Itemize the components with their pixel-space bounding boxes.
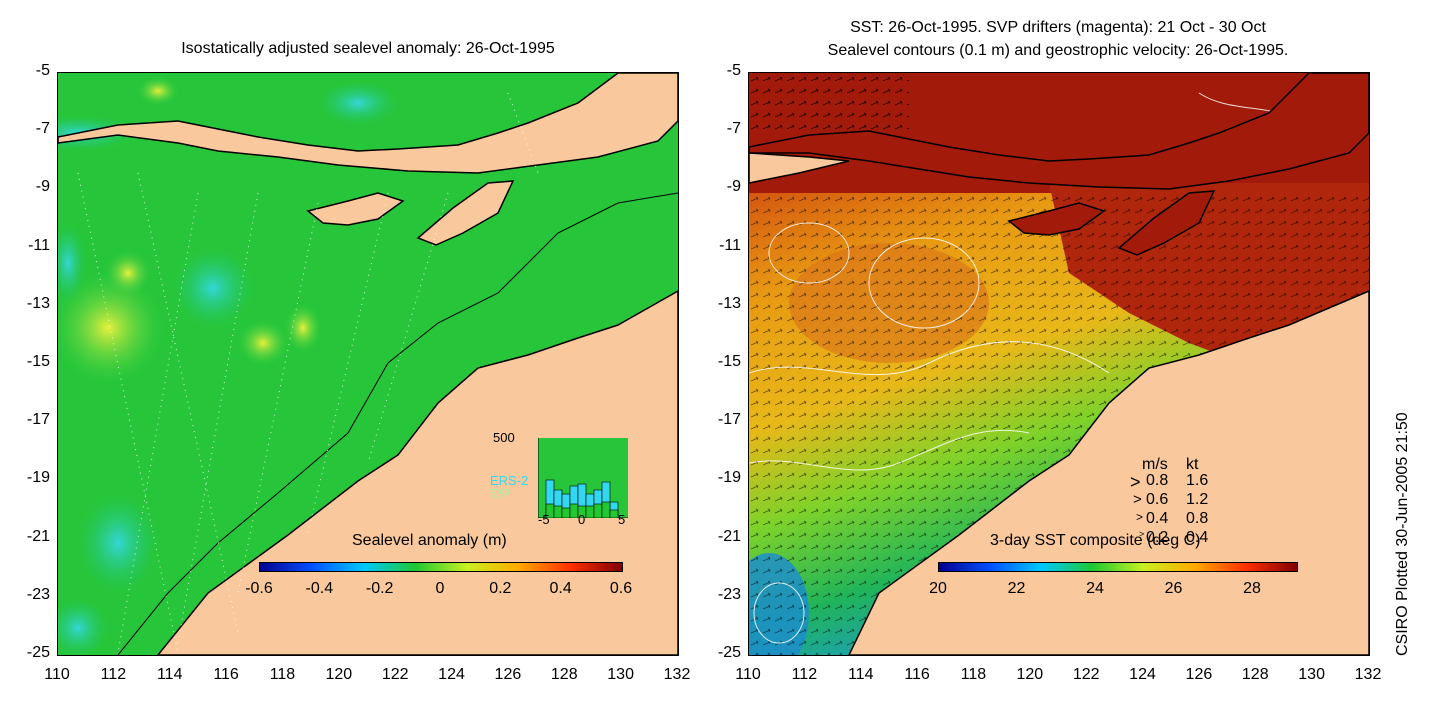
x-tick-label: 124 <box>438 666 465 683</box>
y-tick-label: -15 <box>26 353 50 370</box>
y-tick-label: -11 <box>28 236 50 254</box>
x-tick-label: 120 <box>1016 666 1044 683</box>
y-tick-label: -23 <box>26 585 50 603</box>
x-tick-label: 112 <box>791 666 818 683</box>
y-tick-label: -13 <box>717 294 741 312</box>
x-tick-label: 116 <box>904 666 930 683</box>
histogram-xtick: 0 <box>578 512 586 527</box>
x-tick-label: 114 <box>847 666 874 683</box>
velocity-key-ms: 0.2 <box>1146 529 1169 546</box>
y-tick-label: -13 <box>26 294 50 312</box>
y-tick-label: -5 <box>35 62 50 79</box>
left-panel-title: Isostatically adjusted sealevel anomaly:… <box>181 40 555 57</box>
histogram-xtick: 5 <box>618 512 626 527</box>
right-colorbar-label: 3-day SST composite (deg C) <box>990 532 1201 549</box>
x-tick-label: 124 <box>1129 666 1156 683</box>
colorbar-tick-label: 26 <box>1164 580 1183 597</box>
velocity-key-ms: 0.6 <box>1146 491 1169 508</box>
y-tick-label: -5 <box>726 62 741 79</box>
histogram-legend-ers2: ERS-2 <box>490 473 529 488</box>
right-panel-title-line2: Sealevel contours (0.1 m) and geostrophi… <box>827 42 1289 59</box>
velocity-key-header-ms: m/s <box>1142 456 1168 473</box>
x-tick-label: 126 <box>1185 666 1213 683</box>
colorbar-tick-label: 0 <box>435 580 445 597</box>
colorbar-tick-label: -0.4 <box>305 580 334 597</box>
colorbar-tick-label: 0.2 <box>489 580 512 597</box>
colorbar-tick-label: 20 <box>929 580 947 597</box>
velocity-key-kt: 1.6 <box>1186 472 1209 489</box>
left-colorbar-label: Sealevel anomaly (m) <box>352 532 507 549</box>
y-tick-label: -7 <box>726 120 741 138</box>
velocity-key-kt: 0.8 <box>1186 510 1209 527</box>
velocity-key-arrow: > <box>1136 510 1144 524</box>
y-tick-label: -19 <box>717 469 741 487</box>
credit-label: CSIRO Plotted 30-Jun-2005 21:50 <box>1394 412 1411 656</box>
colorbar-tick-label: 22 <box>1007 580 1026 597</box>
x-tick-label: 128 <box>1241 666 1269 683</box>
y-tick-label: -25 <box>717 644 741 661</box>
colorbar-tick-label: 0.6 <box>609 580 633 597</box>
velocity-key-arrow: > <box>1139 529 1145 539</box>
x-tick-label: 128 <box>550 666 578 683</box>
velocity-key-ms: 0.4 <box>1146 510 1169 527</box>
left-colorbar <box>259 562 623 572</box>
y-tick-label: -17 <box>717 411 741 429</box>
x-tick-label: 120 <box>325 666 353 683</box>
track-histogram <box>538 438 628 518</box>
y-tick-label: -23 <box>717 585 741 603</box>
histogram-xtick: -5 <box>538 512 550 527</box>
y-tick-label: -11 <box>719 236 741 254</box>
histogram-legend-tp: T/P <box>490 486 511 501</box>
x-tick-label: 132 <box>1354 666 1382 683</box>
x-tick-label: 122 <box>381 666 409 683</box>
y-tick-label: -19 <box>26 469 50 487</box>
y-tick-label: -25 <box>26 644 50 661</box>
colorbar-tick-label: -0.6 <box>245 580 273 597</box>
x-tick-label: 130 <box>607 666 634 683</box>
velocity-key-kt: 0.4 <box>1186 529 1209 546</box>
y-tick-label: -21 <box>26 527 50 545</box>
colorbar-tick-label: -0.2 <box>365 580 394 597</box>
x-tick-label: 114 <box>156 666 183 683</box>
y-tick-label: -9 <box>726 178 741 196</box>
x-tick-label: 110 <box>44 666 70 683</box>
colorbar-tick-label: 24 <box>1086 580 1104 597</box>
x-tick-label: 132 <box>663 666 691 683</box>
x-tick-label: 126 <box>494 666 522 683</box>
colorbar-tick-label: 0.4 <box>549 580 572 597</box>
velocity-key-kt: 1.2 <box>1186 491 1209 508</box>
x-tick-label: 118 <box>960 666 987 683</box>
velocity-key-arrow: > <box>1133 491 1142 508</box>
x-tick-label: 112 <box>100 666 127 683</box>
x-tick-label: 118 <box>269 666 296 683</box>
y-tick-label: -9 <box>35 178 50 196</box>
velocity-key-header-kt: kt <box>1186 456 1199 473</box>
x-tick-label: 130 <box>1298 666 1325 683</box>
right-colorbar <box>938 562 1298 572</box>
right-panel-title-line1: SST: 26-Oct-1995. SVP drifters (magenta)… <box>850 19 1266 36</box>
x-tick-label: 110 <box>735 666 761 683</box>
y-tick-label: -17 <box>26 411 50 429</box>
y-tick-label: -21 <box>717 527 741 545</box>
histogram-ymax: 500 <box>493 430 515 445</box>
velocity-key-ms: 0.8 <box>1146 472 1169 489</box>
y-tick-label: -7 <box>35 120 50 138</box>
x-tick-label: 122 <box>1072 666 1100 683</box>
velocity-key-arrow: > <box>1130 472 1141 492</box>
x-tick-label: 116 <box>213 666 239 683</box>
y-tick-label: -15 <box>717 353 741 370</box>
colorbar-tick-label: 28 <box>1243 580 1261 597</box>
